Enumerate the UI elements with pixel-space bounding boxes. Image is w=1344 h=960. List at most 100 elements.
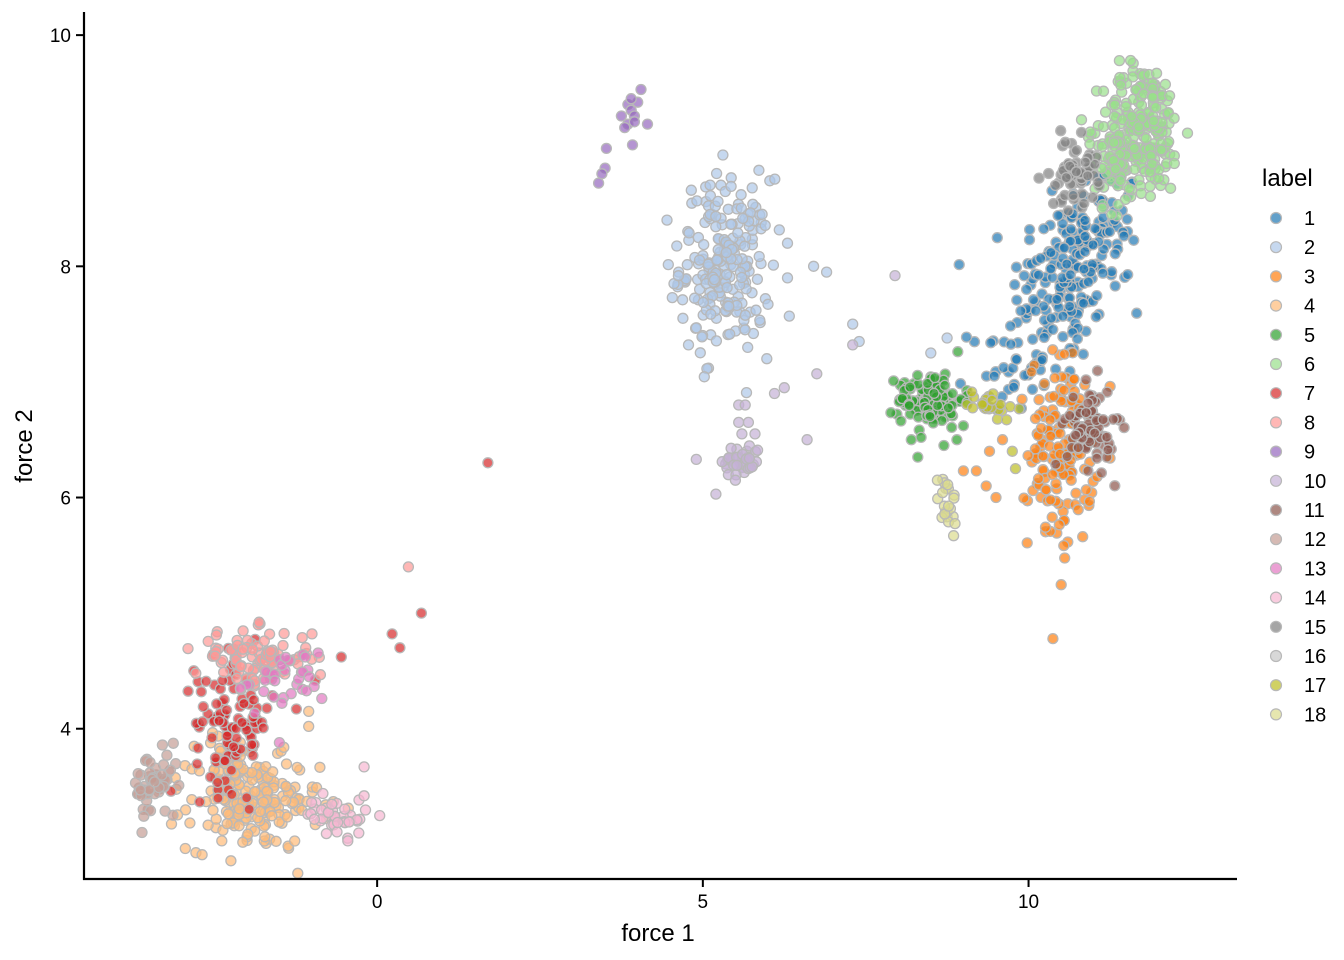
data-point-label-7 [220, 704, 233, 716]
data-point-label-11 [1061, 450, 1073, 463]
data-point-label-4 [249, 786, 261, 798]
data-point-label-7 [241, 792, 253, 804]
data-point-label-1 [1077, 297, 1090, 309]
data-point-label-2 [756, 208, 768, 220]
legend-title: label [1262, 165, 1313, 192]
data-point-label-7 [195, 686, 207, 698]
data-point-label-7 [335, 651, 347, 663]
data-point-label-2 [662, 258, 674, 271]
legend-marker-1 [1269, 211, 1283, 225]
data-point-label-2 [754, 314, 766, 326]
data-point-label-15 [1092, 176, 1104, 189]
data-point-label-1 [1051, 293, 1063, 306]
data-point-label-1 [1057, 310, 1069, 322]
data-point-label-15 [1070, 144, 1083, 157]
data-point-label-1 [1063, 300, 1076, 312]
data-point-label-4 [303, 720, 315, 733]
data-point-label-15 [1059, 136, 1071, 148]
data-point-label-8 [296, 631, 308, 644]
data-point-label-5 [939, 379, 951, 392]
data-point-label-4 [289, 835, 301, 847]
data-point-label-5 [911, 369, 924, 382]
data-point-label-14 [326, 798, 338, 810]
data-point-label-9 [628, 116, 641, 128]
data-point-label-13 [299, 651, 312, 663]
data-point-label-9 [592, 177, 605, 189]
data-point-label-8 [314, 669, 327, 681]
data-point-label-7 [191, 758, 203, 770]
legend-marker-3 [1269, 270, 1283, 283]
data-point-label-2 [698, 371, 710, 383]
legend-item-11: 11 [1269, 500, 1325, 522]
data-point-label-12 [149, 776, 161, 788]
data-point-label-1 [1061, 258, 1073, 270]
data-point-label-6 [1120, 100, 1132, 113]
data-point-label-4 [267, 766, 279, 778]
data-point-label-8 [237, 643, 249, 655]
data-point-label-4 [237, 836, 249, 848]
data-point-label-6 [1135, 99, 1148, 111]
data-point-label-9 [596, 168, 608, 180]
data-point-label-3 [1035, 422, 1047, 434]
data-point-label-1 [1079, 214, 1091, 227]
data-point-label-11 [1109, 480, 1121, 492]
data-point-label-14 [343, 816, 355, 828]
data-point-label-2 [781, 237, 794, 249]
data-point-label-14 [331, 826, 343, 838]
data-point-label-6 [1109, 163, 1122, 175]
data-point-label-4 [266, 810, 278, 822]
data-point-label-8 [210, 629, 223, 641]
data-point-label-2 [671, 240, 683, 252]
data-point-label-15 [1082, 170, 1094, 182]
data-point-label-2 [661, 214, 673, 226]
data-point-label-11 [1095, 467, 1108, 479]
data-point-label-13 [268, 691, 280, 703]
legend-marker-9 [1269, 445, 1283, 458]
data-point-label-18 [936, 486, 949, 499]
data-point-label-10 [811, 368, 823, 380]
legend-item-3: 3 [1269, 266, 1315, 288]
data-point-label-1 [1030, 305, 1042, 317]
data-point-label-2 [691, 195, 703, 207]
data-point-label-1 [1121, 213, 1133, 225]
data-point-label-7 [246, 739, 258, 751]
data-point-label-13 [269, 675, 281, 687]
data-point-label-2 [783, 310, 795, 322]
data-point-label-3 [1038, 377, 1051, 390]
data-point-label-4 [221, 818, 233, 830]
data-point-label-10 [742, 416, 755, 429]
data-point-label-11 [1101, 431, 1113, 443]
data-point-label-15 [1033, 172, 1045, 184]
data-point-label-9 [625, 93, 637, 105]
data-point-label-6 [1127, 71, 1139, 83]
data-point-label-12 [167, 809, 179, 821]
data-point-label-4 [184, 817, 196, 829]
data-point-label-3 [1059, 552, 1071, 564]
legend-label-1: 1 [1304, 208, 1315, 230]
data-point-label-6 [1119, 193, 1132, 206]
data-point-label-11 [1091, 365, 1104, 377]
legend-marker-15 [1269, 620, 1283, 633]
legend-item-2: 2 [1269, 237, 1315, 259]
data-point-label-11 [1107, 413, 1119, 425]
data-point-label-15 [1060, 171, 1072, 184]
data-point-label-1 [1011, 294, 1023, 306]
data-point-label-3 [1018, 492, 1030, 504]
data-point-label-1 [1097, 267, 1109, 279]
data-point-label-13 [273, 736, 286, 749]
data-point-label-1 [985, 337, 997, 349]
data-point-label-11 [1080, 374, 1092, 386]
data-point-label-11 [1082, 397, 1094, 409]
legend-label-10: 10 [1304, 471, 1326, 493]
data-point-label-6 [1113, 54, 1126, 67]
data-point-label-3 [1072, 504, 1084, 516]
data-point-label-11 [1072, 441, 1084, 454]
data-point-label-2 [676, 294, 689, 306]
data-point-label-15 [1079, 156, 1092, 168]
legend-label-17: 17 [1304, 675, 1326, 697]
data-point-label-8 [402, 561, 415, 573]
legend-label-18: 18 [1304, 704, 1326, 726]
data-point-label-7 [247, 749, 259, 762]
data-point-label-3 [1047, 632, 1059, 645]
